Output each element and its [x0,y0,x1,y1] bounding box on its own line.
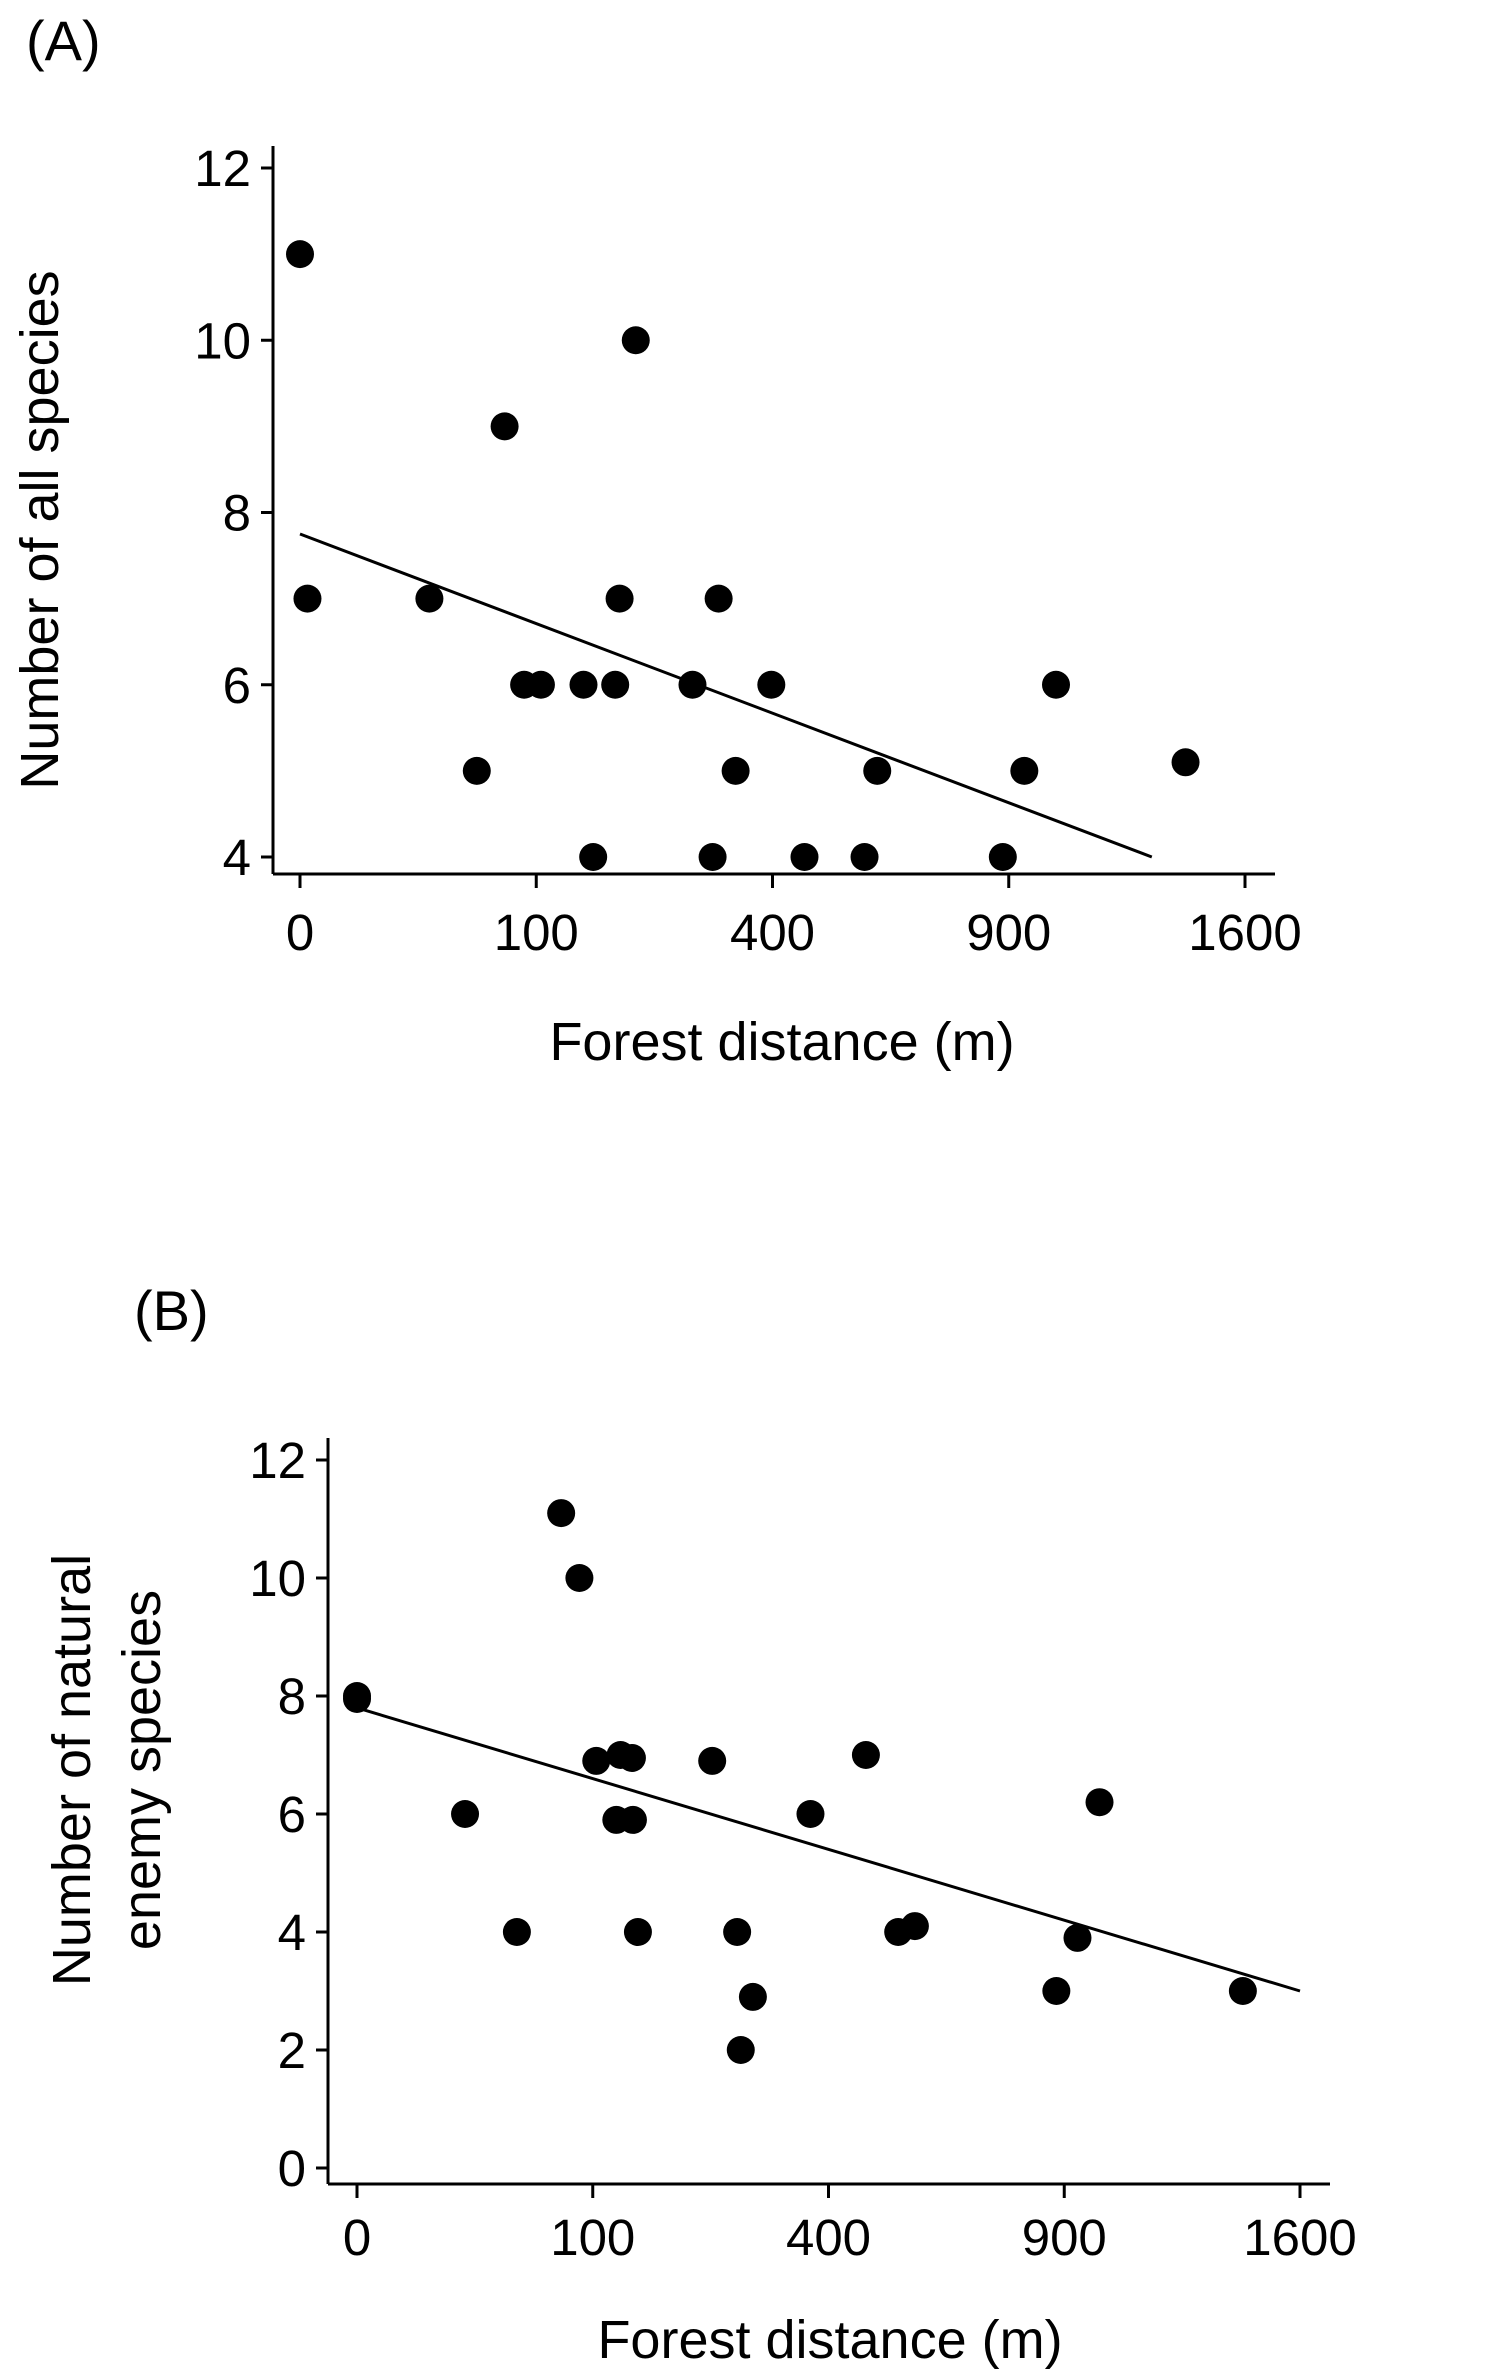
panel-a-data-point [1171,748,1200,777]
panel-b-data-point [1228,1977,1257,2005]
panel-b-x-tick-label: 100 [550,2209,635,2266]
panel-b-data-point [900,1912,929,1941]
panel-b-x-tick-label: 1600 [1243,2209,1356,2266]
panel-a-label: (A) [26,9,101,72]
panel-b-data-point [451,1800,480,1828]
panel-a-y-tick-label: 6 [223,657,251,714]
chart-panel-b: (B) 0 2 4 6 8 10 12 0 100 400 900 1600 Forest dist… [42,1279,1357,2370]
panel-a-data-point [850,843,879,871]
panel-b-data-point [617,1743,646,1772]
panel-b-data-point [343,1684,371,1713]
panel-a-data-point [569,670,598,699]
panel-b-data-point [623,1918,652,1946]
panel-b-data-point [738,1982,767,2011]
panel-b-y-tick-label: 0 [278,2140,306,2197]
panel-a-data-point [790,843,819,871]
panel-a-y-tick-label: 4 [223,829,251,886]
panel-a-data-point [704,584,733,613]
panel-a-data-point [678,670,707,699]
panel-a-x-tick-label: 400 [730,904,815,961]
panel-b-y-tick-label: 8 [278,1668,306,1725]
panel-b-points [343,1499,1257,2064]
panel-a-data-point [293,584,322,613]
panel-b-x-axis-title: Forest distance (m) [597,2310,1062,2370]
panel-a-fit [299,532,1153,859]
panel-b-data-point [723,1918,752,1946]
panel-b-label: (B) [134,1279,209,1342]
panel-a-data-point [1042,670,1070,699]
panel-a-data-point [415,584,444,613]
panel-b-y-tick-label: 12 [249,1432,306,1489]
panel-a-data-point [988,843,1017,871]
panel-a-data-point [757,670,786,699]
panel-a-data-point [698,843,727,871]
panel-b-data-point [565,1564,594,1592]
panel-a-data-point [490,412,519,441]
panel-b-data-point [1042,1977,1071,2005]
panel-b-data-point [1063,1923,1092,1952]
panel-a-data-point [1010,756,1039,785]
panel-b-data-point [726,2036,755,2064]
panel-b-x-tick-label: 900 [1022,2209,1107,2266]
panel-b-data-point [618,1805,647,1834]
panel-b-data-point [1085,1788,1114,1817]
panel-b-data-point [796,1800,825,1828]
panel-a-axes [271,146,1275,876]
panel-b-data-point [851,1741,880,1769]
panel-a-points [286,240,1200,871]
panel-a-x-tick-label: 0 [286,904,314,961]
panel-b-data-point [547,1499,576,1528]
panel-b-regression-line [356,1706,1301,1993]
panel-a-x-ticks: 0 100 400 900 1600 [286,874,1302,961]
panel-a-y-axis-title: Number of all species [10,270,70,789]
panel-a-data-point [526,670,555,699]
panel-a-data-point [621,326,650,355]
panel-b-y-tick-label: 2 [278,2022,306,2079]
panel-a-data-point [286,240,314,269]
panel-a-data-point [721,756,750,785]
panel-b-y-tick-label: 6 [278,1786,306,1843]
panel-a-y-tick-label: 12 [194,140,251,197]
panel-b-y-axis-title-line-1: Number of natural [42,1554,102,1986]
panel-b-data-point [698,1746,727,1775]
panel-a-x-axis-title: Forest distance (m) [549,1012,1014,1072]
panel-a-x-tick-label: 900 [966,904,1051,961]
panel-a-x-tick-label: 100 [494,904,579,961]
panel-a-y-ticks: 4 6 8 10 12 [194,140,273,886]
panel-b-x-tick-label: 400 [786,2209,871,2266]
chart-panel-a: (A) 4 6 8 10 12 0 100 400 900 1600 Forest distan… [10,9,1302,1072]
panel-a-data-point [579,843,608,871]
panel-a-data-point [462,756,491,785]
panel-b-y-axis-title-line-2: enemy species [112,1590,172,1950]
panel-b-data-point [502,1918,531,1946]
panel-b-y-tick-label: 4 [278,1904,306,1961]
panel-a-data-point [863,756,892,785]
panel-a-data-point [601,670,630,699]
panel-b-fit [356,1706,1301,1993]
panel-a-y-tick-label: 10 [194,312,251,369]
panel-b-x-ticks: 0 100 400 900 1600 [343,2184,1357,2266]
panel-a-x-tick-label: 1600 [1188,904,1301,961]
panel-a-regression-line [299,532,1153,859]
panel-b-data-point [582,1746,611,1775]
panel-a-y-tick-label: 8 [223,485,251,542]
panel-b-y-ticks: 0 2 4 6 8 10 12 [249,1432,328,2197]
panel-b-x-tick-label: 0 [343,2209,371,2266]
panel-b-y-tick-label: 10 [249,1550,306,1607]
panel-a-data-point [605,584,634,613]
